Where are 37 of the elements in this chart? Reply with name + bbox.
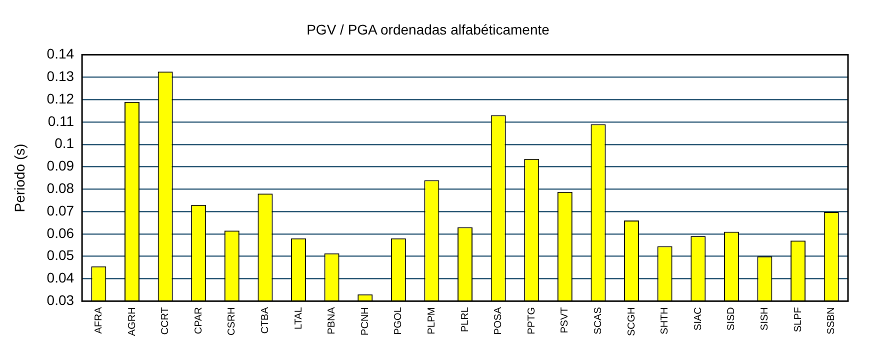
x-tick-label: CCRT xyxy=(160,307,172,335)
y-tick-label: 0.05 xyxy=(46,247,74,264)
y-tick-label: 0.07 xyxy=(46,202,74,218)
x-tick-label: SIAC xyxy=(692,307,704,330)
y-axis-title: Periodo (s) xyxy=(11,144,28,212)
x-tick-label: PPTG xyxy=(526,306,538,334)
x-tick-label: SISD xyxy=(726,307,738,330)
y-tick-label: 0.04 xyxy=(46,270,74,286)
x-tick-label: CPAR xyxy=(193,307,204,334)
x-tick-label: PGOL xyxy=(393,306,404,335)
y-tick-label: 0.06 xyxy=(46,224,74,241)
y-tick-label: 0.1 xyxy=(54,135,74,152)
x-tick-label: SSBN xyxy=(826,307,838,334)
x-tick-label: AFRA xyxy=(93,306,104,334)
x-tick-label: PSVT xyxy=(560,307,571,334)
x-tick-label: SCAS xyxy=(592,306,604,334)
y-tick-label: 0.13 xyxy=(46,68,74,84)
x-tick-label: CTBA xyxy=(260,306,271,334)
x-tick-label: CSRH xyxy=(226,307,238,336)
x-tick-label: SCGH xyxy=(626,307,638,336)
y-tick-label: 0.12 xyxy=(46,90,74,106)
y-tick-label: 0.03 xyxy=(46,292,74,308)
x-tick-label: PLRL xyxy=(460,306,471,332)
x-tick-label: AGRH xyxy=(126,307,138,336)
x-tick-label: PBNA xyxy=(326,306,338,334)
x-tick-label: SISH xyxy=(759,307,770,330)
y-tick-label: 0.11 xyxy=(48,112,74,129)
x-tick-label: POSA xyxy=(493,306,504,335)
y-tick-label: 0.09 xyxy=(46,158,74,174)
x-tick-label: PLPM xyxy=(426,307,438,334)
chart-title: PGV / PGA ordenadas alfabéticamente xyxy=(306,21,550,38)
x-tick-label: SHTH xyxy=(660,307,671,334)
x-tick-label: LTAL xyxy=(293,306,304,330)
x-tick-label: SLPF xyxy=(792,307,804,332)
y-tick-label: 0.08 xyxy=(46,180,74,196)
y-tick-label: 0.14 xyxy=(46,46,74,62)
x-tick-label: PCNH xyxy=(360,307,371,336)
